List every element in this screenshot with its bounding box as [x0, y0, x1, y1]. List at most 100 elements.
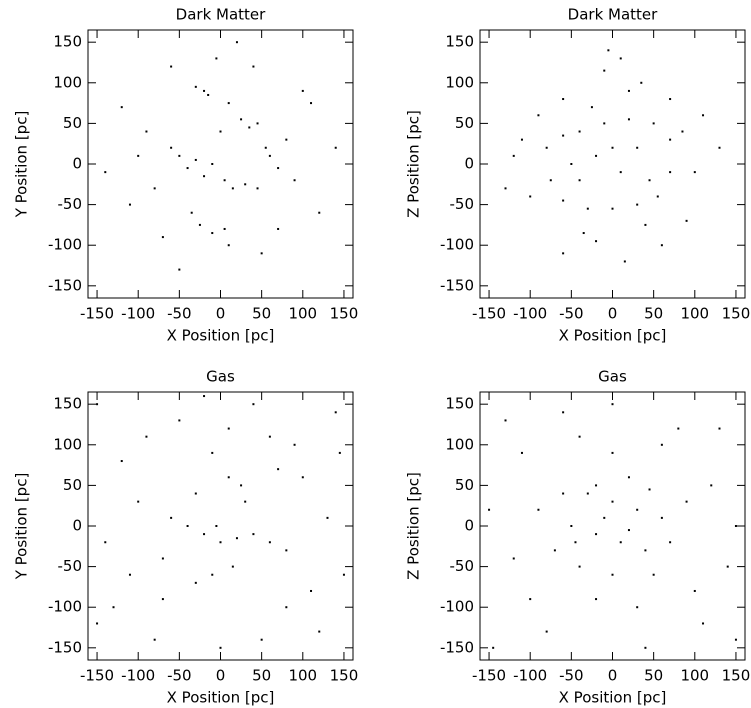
point [611, 451, 614, 454]
x-tick-label: 0 [216, 667, 226, 685]
point [595, 533, 598, 536]
point [235, 41, 238, 44]
point [219, 646, 222, 649]
point [611, 403, 614, 406]
point [619, 57, 622, 60]
point [656, 195, 659, 198]
point [268, 154, 271, 157]
point [685, 500, 688, 503]
point [586, 492, 589, 495]
point [215, 525, 218, 527]
x-tick-label: -50 [559, 667, 584, 685]
point [627, 89, 630, 92]
point [120, 106, 123, 109]
point [186, 167, 189, 170]
point [301, 476, 304, 479]
point [128, 573, 131, 576]
point [660, 244, 663, 247]
point [178, 268, 181, 271]
point [623, 260, 626, 263]
point [256, 187, 259, 190]
point [137, 500, 140, 503]
point [161, 598, 164, 601]
point [104, 541, 107, 544]
point [669, 98, 672, 101]
point [277, 468, 280, 471]
point [277, 167, 280, 170]
point [190, 211, 193, 214]
point [318, 630, 321, 633]
y-tick-label: 0 [72, 155, 82, 173]
point [252, 65, 255, 68]
point [256, 122, 259, 125]
point [718, 146, 721, 149]
point [161, 557, 164, 560]
point [537, 508, 540, 511]
point [669, 171, 672, 174]
point [260, 638, 263, 641]
plot-frame [479, 391, 746, 661]
y-tick-label: 150 [445, 395, 474, 413]
point [293, 443, 296, 446]
point [726, 565, 729, 568]
point [734, 525, 737, 527]
chart-title: Dark Matter [568, 6, 658, 24]
y-tick-label: 100 [445, 73, 474, 91]
point [660, 516, 663, 519]
point [198, 223, 201, 226]
point [644, 549, 647, 552]
point [702, 622, 705, 625]
point [215, 57, 218, 60]
point [112, 606, 115, 609]
point [529, 195, 532, 198]
point [170, 146, 173, 149]
y-tick-label: -50 [58, 557, 83, 575]
point [710, 484, 713, 487]
point [301, 89, 304, 92]
point [640, 81, 643, 84]
point [644, 223, 647, 226]
x-tick-label: -150 [80, 667, 114, 685]
y-tick-label: 0 [72, 517, 82, 535]
point [219, 130, 222, 133]
point [248, 126, 251, 129]
point [227, 427, 230, 430]
x-tick-label: -50 [167, 305, 192, 323]
point [227, 476, 230, 479]
point [203, 89, 206, 92]
point [562, 98, 565, 101]
point [310, 589, 313, 592]
chart-title: Gas [206, 368, 235, 386]
point [586, 207, 589, 210]
y-tick-label: -100 [440, 598, 474, 616]
point [644, 646, 647, 649]
point [244, 500, 247, 503]
x-tick-label: 100 [680, 305, 709, 323]
x-tick-label: -150 [80, 305, 114, 323]
point [326, 516, 329, 519]
point [194, 492, 197, 495]
point [549, 179, 552, 182]
y-tick-label: 0 [464, 517, 474, 535]
x-tick-label: 0 [216, 305, 226, 323]
point [240, 118, 243, 121]
point [223, 179, 226, 182]
x-tick-label: -150 [472, 667, 506, 685]
point [693, 171, 696, 174]
x-tick-label: 50 [252, 305, 271, 323]
y-tick-label: -150 [440, 638, 474, 656]
point [512, 154, 515, 157]
point [562, 252, 565, 255]
point [553, 549, 556, 552]
point [285, 138, 288, 141]
point [231, 187, 234, 190]
point [153, 638, 156, 641]
x-tick-label: 150 [330, 305, 359, 323]
y-tick-label: -100 [440, 236, 474, 254]
point [595, 240, 598, 243]
point [338, 451, 341, 454]
y-tick-label: -50 [58, 195, 83, 213]
y-tick-label: -150 [48, 638, 82, 656]
point [170, 65, 173, 68]
x-tick-label: 100 [680, 667, 709, 685]
